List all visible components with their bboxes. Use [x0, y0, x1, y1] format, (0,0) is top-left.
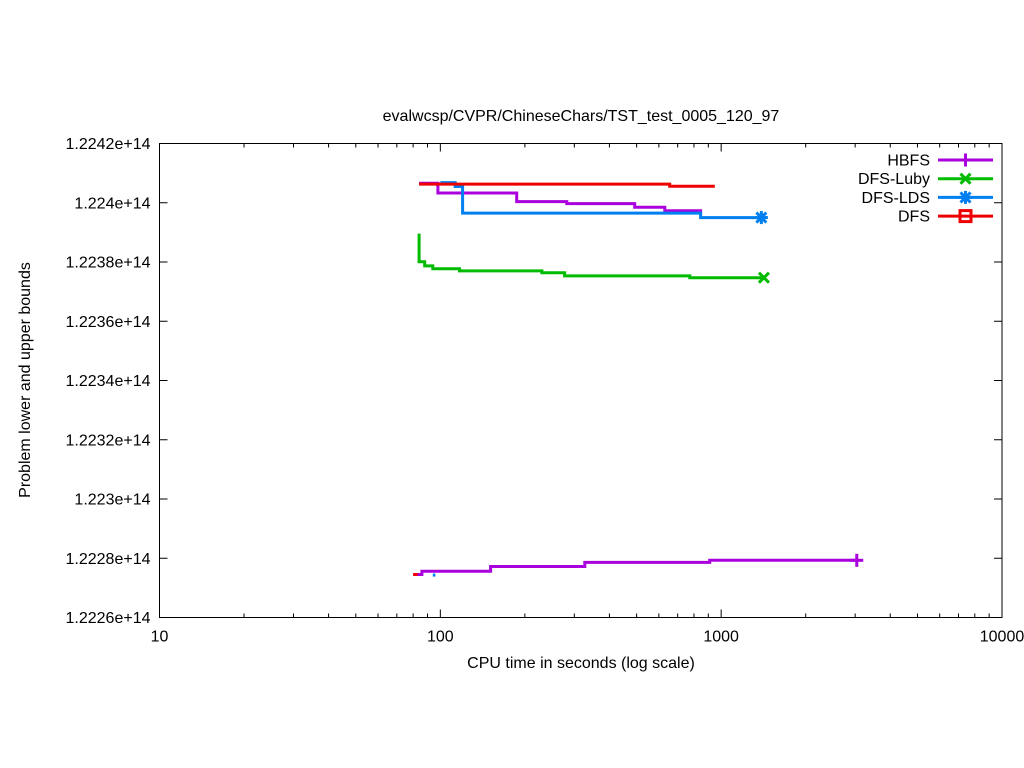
legend-asterisk-marker-DFS-LDS: [959, 191, 972, 204]
series-DFS-LDS-upper-bound-line: [440, 181, 762, 220]
legend-square-marker-DFS: [958, 209, 973, 224]
series-DFS-Luby-upper-bound-line: [417, 233, 764, 280]
x-tick-label: 100: [427, 629, 454, 646]
legend-label-DFS: DFS: [898, 209, 930, 226]
y-tick-label: 1.224e+14: [74, 195, 150, 212]
x-tick-label: 10000: [980, 629, 1024, 646]
x-tick-label: 10: [151, 629, 169, 646]
plot-layer: 10 100 1000 10000 1.2242e+14 1.224e+14 1.2238e…: [66, 136, 1024, 646]
y-tick-label: 1.2228e+14: [66, 551, 151, 568]
x-tick-label: 1000: [703, 629, 739, 646]
x-axis-label: CPU time in seconds (log scale): [467, 655, 695, 672]
chart-title: evalwcsp/CVPR/ChineseChars/TST_test_0005…: [383, 108, 780, 125]
y-tick-label: 1.223e+14: [74, 492, 150, 509]
legend-label-HBFS: HBFS: [887, 153, 930, 170]
series-HBFS-upper-bound-line: [419, 181, 703, 215]
y-tick-label: 1.2226e+14: [66, 610, 151, 627]
series-HBFS-lower-bound-line: [414, 558, 857, 576]
legend-label-DFS-LDS: DFS-LDS: [862, 190, 930, 207]
y-axis-label: Problem lower and upper bounds: [17, 262, 34, 498]
y-tick-label: 1.2236e+14: [66, 314, 151, 331]
series-DFS-upper-bound-line: [419, 182, 715, 188]
y-tick-label: 1.2238e+14: [66, 255, 151, 272]
y-tick-label: 1.2242e+14: [66, 136, 151, 153]
y-tick-label: 1.2232e+14: [66, 432, 151, 449]
legend-cross-marker-DFS-Luby: [959, 172, 972, 185]
cross-marker-DFS-Luby: [757, 271, 770, 284]
y-tick-label: 1.2234e+14: [66, 373, 151, 390]
legend-label-DFS-Luby: DFS-Luby: [858, 171, 930, 188]
asterisk-marker-DFS-LDS: [755, 211, 768, 224]
